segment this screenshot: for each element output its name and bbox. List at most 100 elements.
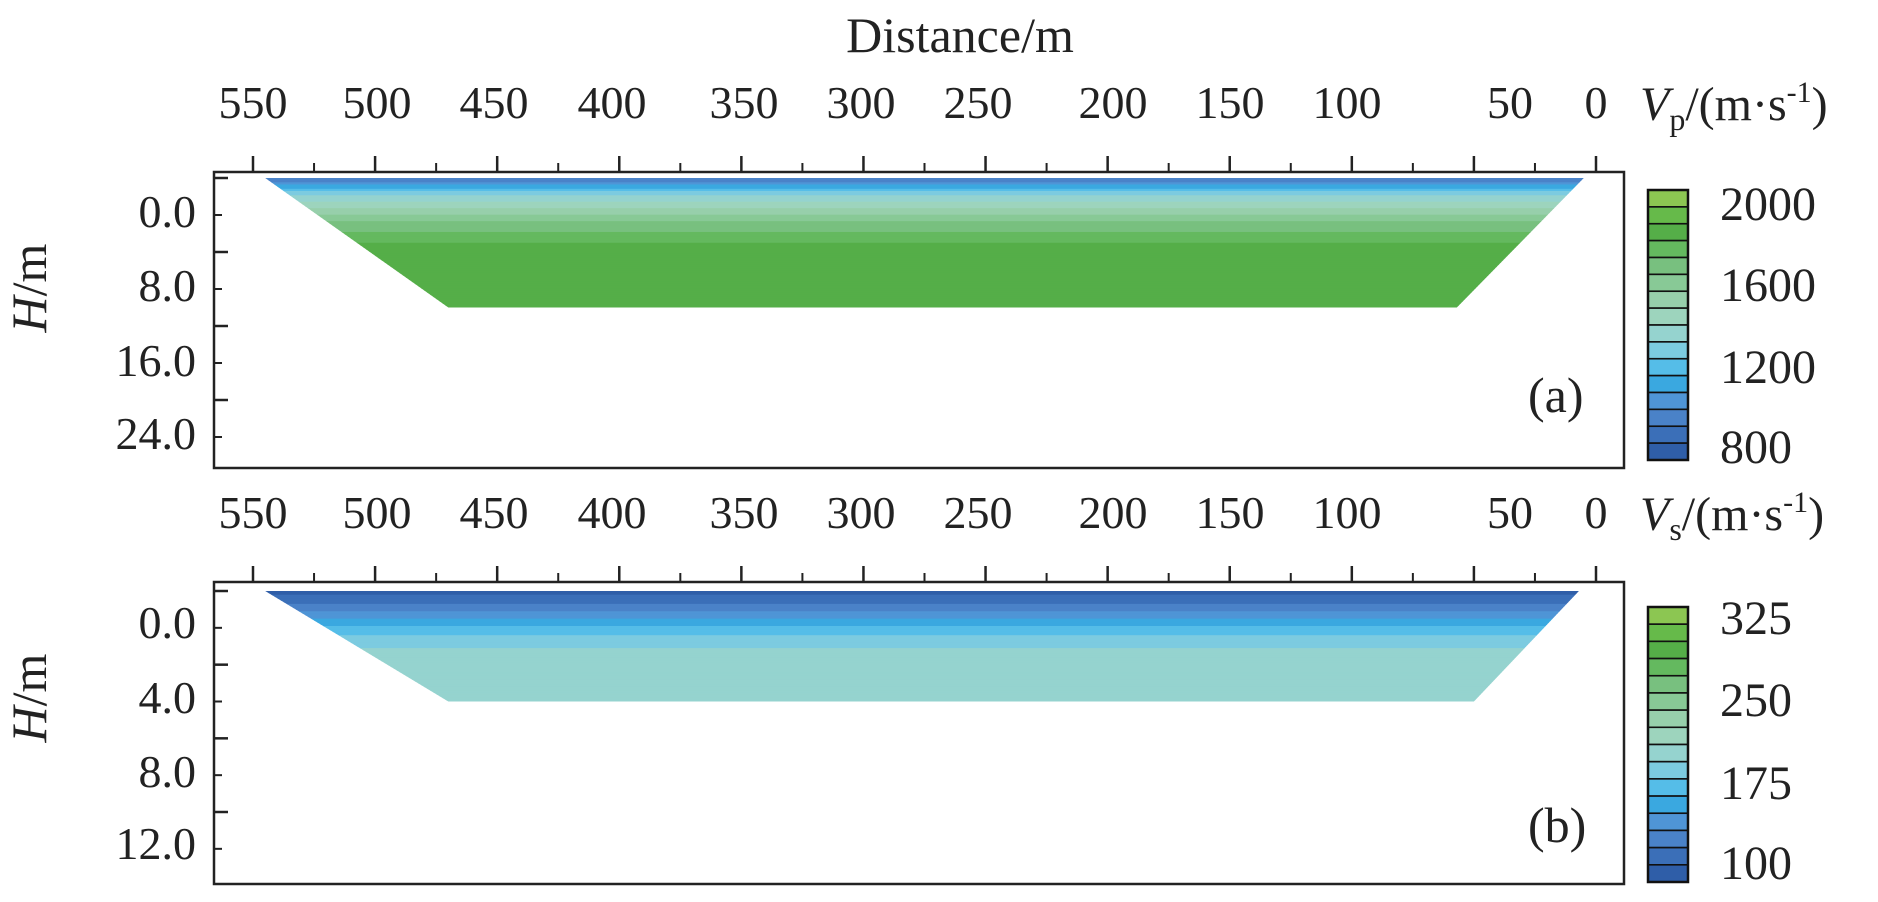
velocity-strip [265,633,1579,636]
velocity-strip [265,298,1584,302]
colorbar-tick-label: 800 [1720,421,1792,474]
y-tick-label: 0.0 [139,597,197,648]
y-tick-label: 16.0 [116,335,197,386]
panel-b-y-tick-labels: 0.0 4.0 8.0 12.0 [116,597,197,869]
x-tick-label: 350 [710,77,779,128]
velocity-strip [265,592,1579,596]
colorbar-swatch [1647,189,1689,208]
velocity-strip [265,684,1579,688]
velocity-strip [265,653,1579,657]
x-tick-label: 400 [578,487,647,538]
velocity-strip [265,264,1584,268]
colorbar-swatch [1647,391,1689,411]
colorbar-swatch [1647,760,1689,780]
velocity-strip [265,251,1584,255]
y-tick-label: 8.0 [139,260,197,311]
velocity-strip [265,620,1579,624]
velocity-strip [265,675,1579,679]
colorbar-swatch [1647,408,1689,428]
velocity-strip [265,178,1584,181]
velocity-strip [265,664,1579,668]
colorbar-swatch [1647,709,1689,729]
x-tick-label: 450 [460,77,529,128]
velocity-strip [265,659,1579,662]
x-tick-label: 100 [1313,77,1382,128]
velocity-strip [265,199,1584,203]
velocity-strip [265,279,1584,283]
velocity-strip [265,190,1584,194]
x-tick-label: 500 [343,77,412,128]
x-tick-label: 0 [1585,77,1608,128]
y-tick-label: 8.0 [139,746,197,797]
velocity-strip [265,201,1584,205]
velocity-strip [265,642,1579,646]
colorbar-tick-label: 1600 [1720,259,1816,312]
velocity-strip [265,670,1579,673]
velocity-strip [265,210,1584,214]
velocity-strip [265,305,1584,308]
velocity-strip [265,193,1584,197]
velocity-strip [265,660,1579,664]
velocity-strip [265,624,1579,627]
colorbar-tick-label: 175 [1720,757,1792,810]
colorbar-swatch [1647,341,1689,360]
velocity-strip [265,229,1584,233]
velocity-strip [265,227,1584,231]
x-tick-label: 450 [460,487,529,538]
colorbar-swatch [1647,357,1689,377]
velocity-strip [265,668,1579,671]
velocity-strip [265,594,1579,598]
velocity-strip [265,631,1579,635]
x-tick-label: 100 [1313,487,1382,538]
velocity-strip [265,649,1579,653]
velocity-strip [265,596,1579,600]
velocity-strip [265,277,1584,281]
velocity-strip [265,221,1584,225]
velocity-strip [265,613,1579,616]
x-tick-label: 400 [578,77,647,128]
velocity-strip [265,657,1579,660]
panel-a-x-ticks [251,156,1598,172]
velocity-strip [265,285,1584,289]
velocity-strip [265,683,1579,686]
panel-a-y-axis-title: H/m [1,243,57,333]
panel-b-colorbar-title: Vs/(m·s-1) [1640,486,1824,547]
colorbar-swatch [1647,273,1689,293]
velocity-strip [265,598,1579,602]
velocity-strip [265,666,1579,670]
y-tick-label: 0.0 [139,186,197,237]
velocity-strip [265,629,1579,633]
velocity-strip [265,694,1579,697]
velocity-strip [265,605,1579,609]
velocity-strip [265,208,1584,212]
velocity-strip [265,602,1579,605]
x-tick-label: 150 [1196,487,1265,538]
velocity-strip [265,206,1584,210]
velocity-strip [265,244,1584,248]
colorbar-tick-label: 2000 [1720,178,1816,231]
velocity-strip [265,614,1579,618]
velocity-strip [265,627,1579,631]
velocity-strip [265,640,1579,644]
velocity-strip [265,240,1584,244]
velocity-strip [265,203,1584,207]
panel-b: 550 500 450 400 350 300 250 200 150 100 … [1,486,1824,890]
velocity-strip [265,600,1579,603]
panel-b-y-ticks [214,589,228,850]
colorbar-swatch [1647,222,1689,242]
velocity-strip [265,290,1584,294]
velocity-strip [265,188,1584,192]
colorbar-swatch [1647,743,1689,763]
x-tick-label: 200 [1079,487,1148,538]
panel-a-x-tick-labels: 550 500 450 400 350 300 250 200 150 100 … [219,77,1608,128]
colorbar-frame [1646,605,1690,884]
x-tick-label: 50 [1487,77,1533,128]
x-tick-label: 550 [219,487,288,538]
velocity-strip [265,695,1579,699]
velocity-strip [265,697,1579,701]
velocity-strip [265,603,1579,607]
colorbar-swatch [1647,692,1689,711]
velocity-strip [265,249,1584,253]
velocity-strip [265,266,1584,270]
colorbar-swatch [1647,674,1689,694]
